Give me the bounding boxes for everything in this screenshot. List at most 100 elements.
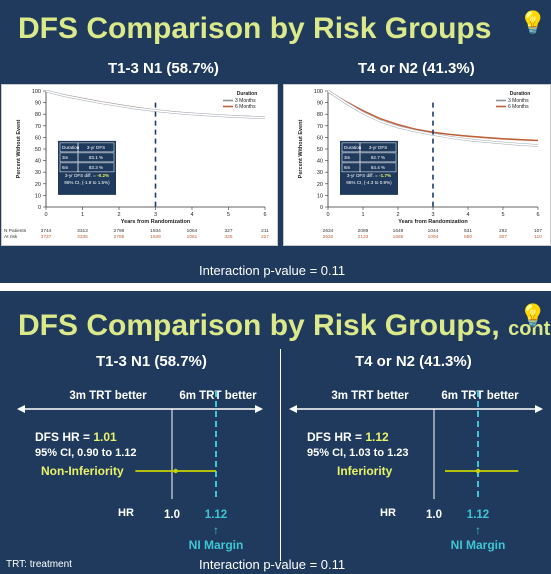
y-tick-label: 80: [35, 112, 41, 118]
x-axis-label: Years from Randomization: [398, 219, 468, 225]
legend-label: 6 Months: [508, 104, 529, 110]
dfs-table: Duration 3-yr DFS 3m 62.7 % 6m 64.4 % 3-yr DFS…: [340, 140, 398, 195]
at-risk-value-3m: 2634: [323, 228, 334, 234]
table-label: 3m: [62, 155, 69, 160]
at-risk-value-3m: 3313: [77, 228, 88, 234]
at-risk-value-3m: 2796: [114, 228, 125, 234]
table-cell: [359, 152, 397, 163]
x-tick-label: 2: [117, 212, 120, 218]
slide-1: DFS Comparison by Risk Groups 💡 T1-3 N1 …: [0, 0, 551, 283]
x-tick-label: 4: [466, 212, 469, 218]
dfs-diff-line: 3-yr DFS diff. = -0.2%: [65, 173, 109, 178]
y-tick-label: 60: [317, 135, 323, 141]
table-cell: [359, 162, 397, 173]
at-risk-label: At risk: [4, 234, 18, 240]
at-risk-value-6m: 2133: [358, 234, 369, 240]
y-tick-label: 80: [317, 112, 323, 118]
slide-1-footer: Interaction p-value = 0.11: [199, 263, 346, 278]
y-tick-label: 10: [35, 193, 41, 199]
at-risk-value-3m: 1934: [150, 228, 161, 234]
slide-2-title-suffix: cont.: [508, 318, 551, 340]
arrow-left-icon: [17, 405, 25, 413]
x-tick-label: 3: [154, 212, 157, 218]
group-right-title: T4 or N2 (41.3%): [355, 353, 472, 370]
table-header: Duration: [344, 145, 362, 150]
y-tick-label: 90: [317, 101, 323, 107]
slide-2: DFS Comparison by Risk Groups, cont. 💡 T…: [0, 291, 551, 574]
dfs-diff-value: -1.7%: [379, 173, 391, 178]
hr-point: [475, 468, 481, 474]
at-risk-value-6m: 2632: [323, 234, 334, 240]
dfs-diff-line: 3-yr DFS diff. = -1.7%: [347, 173, 391, 178]
legend-title: Duration: [510, 91, 531, 97]
x-tick-label: 6: [263, 212, 266, 218]
km-chart-right: 0 10 20 30 40 50 60 70 80 90 100 0 1 2 3 4 5 6 Years from …: [298, 89, 542, 240]
panel-divider: [280, 349, 281, 561]
at-risk-value-6m: 550: [464, 234, 472, 240]
table-value: 83.3 %: [89, 165, 103, 170]
footnote: TRT: treatment: [6, 559, 72, 570]
hr-reference-label: 1.0: [426, 509, 442, 521]
y-tick-label: 20: [35, 182, 41, 188]
y-tick-label: 0: [38, 205, 41, 211]
x-tick-label: 4: [190, 212, 193, 218]
series-line-3m-outline: [327, 89, 539, 147]
forest-chart: 3m TRT better 6m TRT better DFS HR = 1.01 9…: [17, 390, 543, 552]
at-risk-value-3m: 531: [464, 228, 472, 234]
legend-label: 3 Months: [235, 98, 256, 104]
x-tick-label: 0: [326, 212, 329, 218]
ni-margin-label: NI Margin: [451, 538, 506, 552]
conclusion-label: Non-Inferiority: [41, 464, 124, 478]
up-arrow-icon: ↑: [475, 523, 481, 537]
y-tick-label: 20: [317, 182, 323, 188]
x-tick-label: 1: [361, 212, 364, 218]
km-panel-left: 0 10 20 30 40 50 60 70 80 90 100 0 1 2 3 4 5 6 Years from …: [1, 84, 278, 246]
lightbulb-icon: 💡: [519, 10, 547, 35]
y-tick-label: 100: [32, 89, 41, 95]
y-tick-label: 30: [317, 170, 323, 176]
at-risk-value-6m: 227: [261, 234, 269, 240]
y-tick-label: 10: [317, 193, 323, 199]
at-risk-value-6m: 2785: [114, 234, 125, 240]
y-tick-label: 40: [317, 159, 323, 165]
group-left-title: T1-3 N1 (58.7%): [96, 353, 207, 370]
y-tick-label: 40: [35, 159, 41, 165]
dfs-table-bg: [58, 140, 116, 195]
group-left-title: T1-3 N1 (58.7%): [108, 60, 219, 77]
y-tick-label: 0: [320, 205, 323, 211]
hr-value: 1.01: [93, 430, 117, 444]
x-axis-label: Years from Randomization: [121, 219, 191, 225]
at-risk-value-3m: 1064: [187, 228, 198, 234]
hr-axis-label: HR: [380, 507, 396, 519]
y-tick-label: 100: [314, 89, 323, 95]
x-tick-label: 3: [431, 212, 434, 218]
hr-text: DFS HR = 1.12: [307, 430, 389, 444]
dfs-table: Duration 3-yr DFS 3m 83.1 % 6m 83.3 % 3-yr DFS…: [58, 140, 116, 195]
km-chart-left: 0 10 20 30 40 50 60 70 80 90 100 0 1 2 3 4 5 6 Years from …: [4, 89, 269, 240]
at-risk-value-6m: 325: [224, 234, 232, 240]
table-cell: [77, 152, 115, 163]
legend-label: 3 Months: [508, 98, 529, 104]
at-risk-value-3m: 3744: [41, 228, 52, 234]
table-value: 62.7 %: [371, 155, 385, 160]
at-risk-value-3m: 2089: [358, 228, 369, 234]
slide-2-footer: Interaction p-value = 0.11: [199, 557, 346, 572]
series-line-3m: [45, 90, 266, 119]
dfs-diff-label: 3-yr DFS diff. =: [347, 173, 379, 178]
table-header: 3-yr DFS: [369, 145, 387, 150]
dfs-diff-value: -0.2%: [97, 173, 109, 178]
hr-value: 1.12: [365, 430, 389, 444]
dfs-diff-label: 3-yr DFS diff. =: [65, 173, 97, 178]
at-risk-value-3m: 1649: [393, 228, 404, 234]
y-axis-label: Percent Without Event: [16, 120, 22, 179]
ni-margin-label: NI Margin: [189, 538, 244, 552]
table-cell: [359, 142, 397, 153]
legend-title: Duration: [237, 91, 258, 97]
table-cell: [77, 142, 115, 153]
hr-ci: 95% CI, 1.03 to 1.23: [307, 447, 409, 459]
y-tick-label: 50: [35, 147, 41, 153]
legend-label: 6 Months: [235, 104, 256, 110]
at-risk-value-6m: 3737: [41, 234, 52, 240]
at-risk-value-3m: 107: [534, 228, 542, 234]
arrow-right-icon: [255, 405, 263, 413]
